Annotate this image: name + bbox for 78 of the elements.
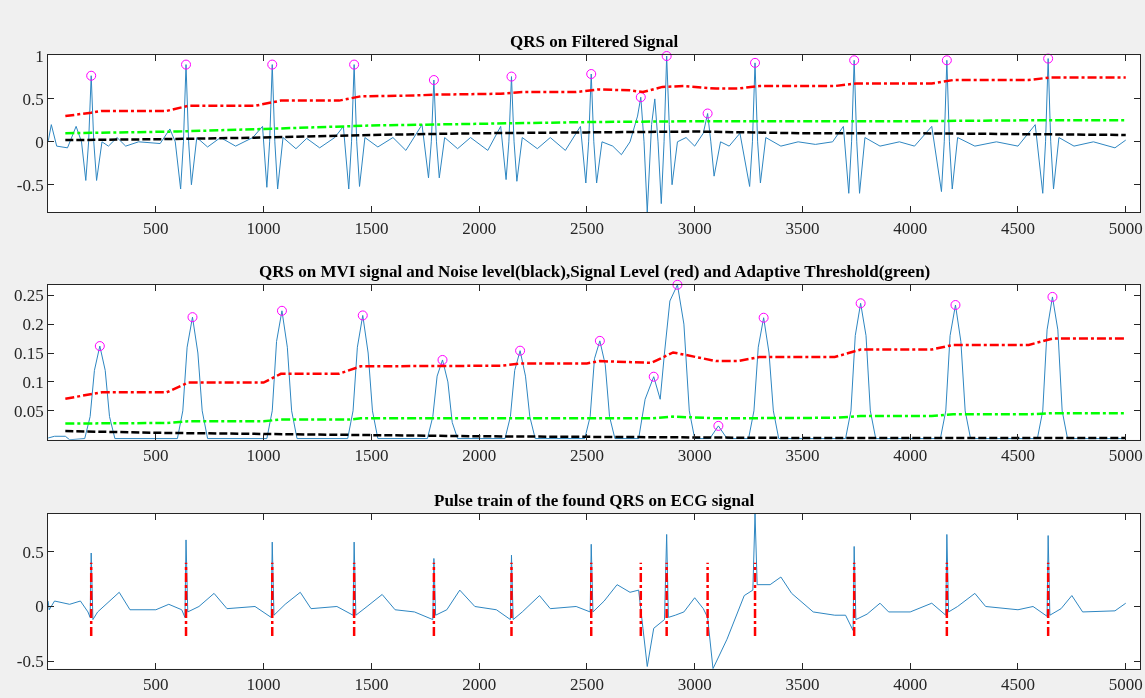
x-tick-label: 5000 <box>1108 446 1143 466</box>
y-tick-label: 0 <box>35 132 44 152</box>
x-tick-label: 2000 <box>462 218 497 238</box>
point <box>1047 291 1058 302</box>
point <box>941 55 952 66</box>
x-tick-label: 5000 <box>1108 218 1143 238</box>
line-series <box>64 119 1127 135</box>
line-series <box>64 337 1127 400</box>
y-tick-label: -0.5 <box>16 175 44 195</box>
x-tick-label: 4000 <box>893 218 928 238</box>
point <box>276 305 287 316</box>
x-tick-label: 2500 <box>569 218 604 238</box>
chart-title: QRS on MVI signal and Noise level(black),Signal Level (red) and Adaptive Threshold(green) <box>259 262 931 281</box>
x-tick-label: 1000 <box>246 675 281 695</box>
point <box>437 354 448 365</box>
point <box>181 59 192 70</box>
point <box>86 70 97 81</box>
chart-title: Pulse train of the found QRS on ECG signal <box>434 491 755 510</box>
y-tick-label: 0.5 <box>22 542 44 562</box>
x-tick-label: 500 <box>143 446 169 466</box>
point <box>1043 53 1054 64</box>
x-tick-label: 2000 <box>462 675 497 695</box>
point <box>349 59 360 70</box>
point <box>950 300 961 311</box>
x-tick-label: 1000 <box>246 218 281 238</box>
y-tick-label: 0.2 <box>22 315 44 335</box>
point <box>94 341 105 352</box>
point <box>849 55 860 66</box>
y-tick-label: 0 <box>35 597 44 617</box>
x-tick-label: 4500 <box>1000 446 1035 466</box>
point <box>428 75 439 86</box>
x-tick-label: 2500 <box>569 446 604 466</box>
x-tick-label: 3500 <box>785 675 820 695</box>
point <box>750 57 761 68</box>
point <box>586 69 597 80</box>
point <box>758 312 769 323</box>
point <box>855 298 866 309</box>
x-tick-label: 500 <box>143 675 169 695</box>
point <box>594 335 605 346</box>
point <box>661 51 672 61</box>
x-tick-label: 1000 <box>246 446 281 466</box>
y-tick-label: 0.1 <box>22 372 44 392</box>
line-series <box>64 429 1127 440</box>
x-tick-label: 3000 <box>677 675 712 695</box>
chart-title: QRS on Filtered Signal <box>510 32 679 51</box>
point <box>506 71 517 82</box>
y-tick-label: 0.05 <box>13 401 44 421</box>
x-tick-label: 2000 <box>462 446 497 466</box>
x-tick-label: 3000 <box>677 446 712 466</box>
x-tick-label: 4500 <box>1000 675 1035 695</box>
x-tick-label: 2500 <box>569 675 604 695</box>
point <box>702 108 713 119</box>
x-tick-label: 500 <box>143 218 169 238</box>
x-tick-label: 3500 <box>785 218 820 238</box>
x-tick-label: 4500 <box>1000 218 1035 238</box>
x-tick-label: 3500 <box>785 446 820 466</box>
y-tick-label: 0.5 <box>22 89 44 109</box>
point <box>648 371 659 382</box>
point <box>187 312 198 323</box>
x-tick-label: 4000 <box>893 675 928 695</box>
y-tick-label: 1 <box>35 46 44 66</box>
x-tick-label: 3000 <box>677 218 712 238</box>
line-series <box>48 513 1127 669</box>
point <box>713 420 724 431</box>
x-tick-label: 1500 <box>354 675 389 695</box>
x-tick-label: 4000 <box>893 446 928 466</box>
point <box>635 92 646 103</box>
y-tick-label: 0.25 <box>13 286 44 306</box>
point <box>267 59 278 70</box>
line-series <box>64 76 1127 118</box>
point <box>515 345 526 356</box>
x-tick-label: 5000 <box>1108 675 1143 695</box>
x-tick-label: 1500 <box>354 446 389 466</box>
line-series <box>64 130 1127 142</box>
point <box>357 310 368 321</box>
y-tick-label: 0.15 <box>13 343 44 363</box>
x-tick-label: 1500 <box>354 218 389 238</box>
y-tick-label: -0.5 <box>16 652 44 671</box>
